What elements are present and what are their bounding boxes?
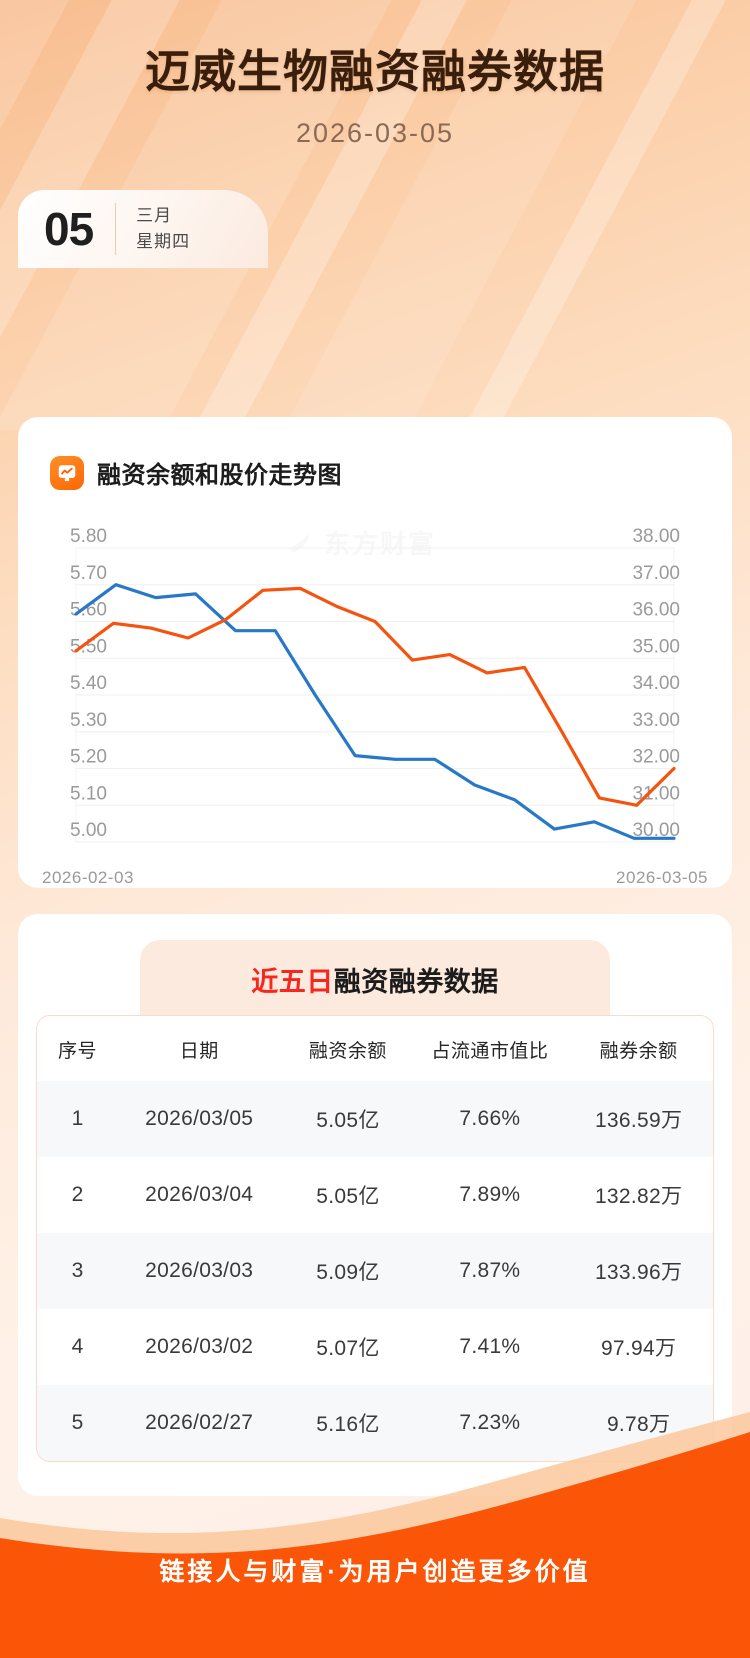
cell-date: 2026/03/02 bbox=[145, 1335, 254, 1359]
right-axis-tick: 37.00 bbox=[632, 563, 680, 584]
cell-ratio: 7.41% bbox=[459, 1335, 521, 1359]
cell-index: 3 bbox=[71, 1259, 84, 1283]
footer-slogan: 链接人与财富·为用户创造更多价值 bbox=[159, 1558, 591, 1586]
right-axis-tick: 34.00 bbox=[632, 673, 680, 694]
page-header: 迈威生物融资融券数据 2026-03-05 bbox=[0, 0, 750, 149]
table-row[interactable]: 5 2026/02/27 5.16亿 7.23% 9.78万 bbox=[37, 1385, 713, 1462]
cell-short-balance: 132.82万 bbox=[594, 1185, 683, 1209]
table-title-pill: 近五日融资融券数据 bbox=[140, 940, 610, 1016]
cell-balance: 5.05亿 bbox=[316, 1185, 380, 1209]
x-axis-start-label: 2026-02-03 bbox=[42, 868, 134, 888]
right-axis-tick: 38.00 bbox=[632, 526, 680, 547]
table-title-highlight: 近五日 bbox=[251, 967, 334, 998]
chart-monitor-icon bbox=[50, 455, 84, 490]
date-chip-day: 05 bbox=[44, 203, 94, 255]
date-chip-divider bbox=[115, 203, 117, 255]
column-header-short-balance: 融券余额 bbox=[564, 1016, 713, 1082]
table-header-row: 序号 日期 融资余额 占流通市值比 融券余额 bbox=[37, 1016, 713, 1082]
left-axis-tick: 5.80 bbox=[70, 526, 107, 547]
cell-ratio: 7.23% bbox=[459, 1411, 521, 1435]
cell-short-balance: 133.96万 bbox=[594, 1261, 683, 1285]
column-header-index: 序号 bbox=[37, 1016, 119, 1082]
cell-short-balance: 136.59万 bbox=[594, 1109, 683, 1133]
cell-balance: 5.16亿 bbox=[316, 1413, 380, 1437]
cell-index: 4 bbox=[71, 1335, 84, 1359]
cell-ratio: 7.89% bbox=[459, 1183, 521, 1207]
chart-plot-area: 东方财富 5.80 5.70 5.60 5.50 5.40 5.30 5.20 5.10 5.0… bbox=[18, 520, 732, 948]
table-row[interactable]: 3 2026/03/03 5.09亿 7.87% 133.96万 bbox=[37, 1233, 713, 1310]
footer-wave-decoration bbox=[0, 1412, 750, 1658]
cell-date: 2026/03/04 bbox=[145, 1183, 254, 1207]
cell-balance: 5.09亿 bbox=[316, 1261, 380, 1285]
right-axis-tick: 33.00 bbox=[632, 710, 680, 731]
date-chip-month: 三月 bbox=[136, 205, 173, 225]
chart-heading-label: 融资余额和股价走势图 bbox=[97, 462, 342, 490]
series-line-balance bbox=[74, 583, 676, 841]
page-title: 迈威生物融资融券数据 bbox=[144, 46, 605, 97]
right-axis-tick: 32.00 bbox=[632, 747, 680, 768]
page-subtitle-date: 2026-03-05 bbox=[295, 118, 455, 149]
cell-ratio: 7.66% bbox=[459, 1107, 521, 1131]
date-chip: 05 三月 星期四 bbox=[18, 190, 268, 268]
right-axis-tick: 35.00 bbox=[632, 637, 680, 658]
left-axis-tick: 5.00 bbox=[70, 820, 107, 841]
table-title-rest: 融资融券数据 bbox=[333, 967, 499, 998]
chart-x-axis-labels: 2026-02-03 2026-03-05 bbox=[18, 858, 732, 888]
cell-balance: 5.07亿 bbox=[316, 1337, 380, 1361]
cell-date: 2026/03/05 bbox=[145, 1107, 254, 1131]
trend-line-chart: 5.80 5.70 5.60 5.50 5.40 5.30 5.20 5.10 5.00 38.… bbox=[70, 526, 680, 843]
cell-index: 1 bbox=[71, 1107, 84, 1131]
x-axis-end-label: 2026-03-05 bbox=[616, 868, 708, 888]
left-axis-tick: 5.50 bbox=[70, 637, 107, 658]
cell-ratio: 7.87% bbox=[459, 1259, 521, 1283]
series-line-price bbox=[74, 587, 676, 808]
table-card: 近五日融资融券数据 东方财富 序号 日期 融资余额 占流通市值比 融券余额 bbox=[18, 914, 732, 1497]
left-axis-tick: 5.40 bbox=[70, 673, 107, 694]
cell-short-balance: 97.94万 bbox=[600, 1337, 677, 1361]
cell-index: 2 bbox=[71, 1183, 84, 1207]
left-axis-tick: 5.60 bbox=[70, 600, 107, 621]
left-axis-tick: 5.20 bbox=[70, 747, 107, 768]
column-header-balance: 融资余额 bbox=[280, 1016, 416, 1082]
chart-card: 融资余额和股价走势图 东方财富 5.80 5.70 5.60 5.50 5.40 5.30… bbox=[18, 417, 732, 948]
date-chip-weekday: 星期四 bbox=[136, 232, 191, 251]
right-axis-tick: 36.00 bbox=[632, 600, 680, 621]
table-row[interactable]: 2 2026/03/04 5.05亿 7.89% 132.82万 bbox=[37, 1157, 713, 1234]
cell-index: 5 bbox=[71, 1411, 84, 1435]
left-axis-tick: 5.70 bbox=[70, 563, 107, 584]
table-row[interactable]: 4 2026/03/02 5.07亿 7.41% 97.94万 bbox=[37, 1309, 713, 1386]
right-axis-tick: 30.00 bbox=[632, 820, 680, 841]
left-axis-tick: 5.30 bbox=[70, 710, 107, 731]
table-row[interactable]: 1 2026/03/05 5.05亿 7.66% 136.59万 bbox=[37, 1081, 713, 1158]
chart-heading: 融资余额和股价走势图 bbox=[18, 443, 732, 490]
table-title: 近五日融资融券数据 bbox=[140, 960, 610, 999]
column-header-ratio: 占流通市值比 bbox=[415, 1016, 565, 1082]
page-footer: 链接人与财富·为用户创造更多价值 bbox=[0, 1400, 750, 1658]
cell-date: 2026/02/27 bbox=[145, 1411, 254, 1435]
margin-trading-table: 东方财富 序号 日期 融资余额 占流通市值比 融券余额 1 2026/03/05 5… bbox=[36, 1015, 714, 1463]
cell-date: 2026/03/03 bbox=[145, 1259, 254, 1283]
column-header-date: 日期 bbox=[118, 1016, 281, 1082]
left-axis-tick: 5.10 bbox=[70, 784, 107, 805]
cell-balance: 5.05亿 bbox=[316, 1109, 380, 1133]
cell-short-balance: 9.78万 bbox=[606, 1413, 671, 1437]
